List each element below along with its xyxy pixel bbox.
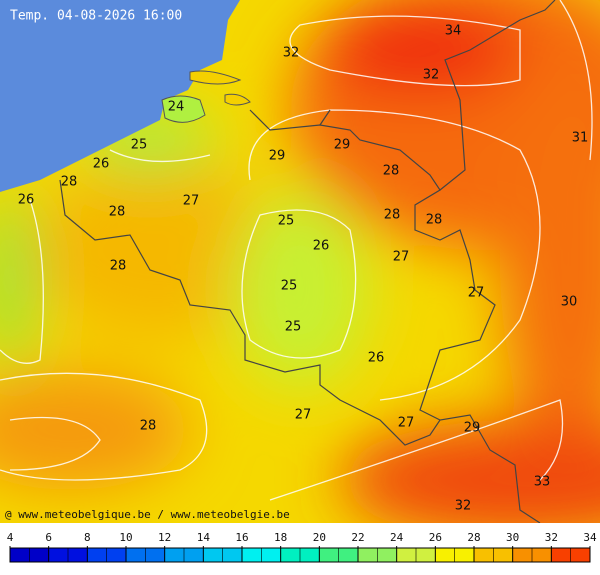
isotherm-label: 28 [109, 205, 126, 220]
isotherm-labels: 34 32 32 24 31 25 29 29 26 28 28 27 26 28 28 28 25 26 27 28… [18, 24, 589, 514]
isotherm-label: 29 [464, 421, 481, 436]
temperature-field [0, 0, 600, 523]
isotherm-label: 29 [334, 138, 351, 153]
colorbar-tick-label: 18 [274, 531, 287, 544]
colorbar: 4 6 8 10 12 14 16 18 20 22 24 26 28 30 32 34 [7, 531, 597, 563]
isotherm-label: 25 [281, 279, 298, 294]
isotherm-label: 34 [445, 24, 462, 39]
isotherm-label: 27 [398, 416, 415, 431]
isotherm-label: 30 [561, 295, 578, 310]
colorbar-tick-label: 30 [506, 531, 519, 544]
isotherm-label: 27 [183, 194, 200, 209]
isotherm-label: 32 [423, 68, 440, 83]
colorbar-tick-label: 20 [313, 531, 326, 544]
map-title: Temp. 04-08-2026 16:00 [10, 9, 182, 24]
colorbar-tick-label: 14 [197, 531, 211, 544]
isotherms [0, 0, 593, 501]
isotherm-label: 27 [468, 286, 485, 301]
isotherm-label: 25 [285, 320, 302, 335]
isotherm-label: 29 [269, 149, 286, 164]
colorbar-tick-label: 24 [390, 531, 404, 544]
isotherm-label: 26 [18, 193, 35, 208]
colorbar-tick-label: 6 [45, 531, 52, 544]
isotherm-label: 28 [61, 175, 78, 190]
colorbar-tick-label: 10 [119, 531, 132, 544]
colorbar-tick-label: 22 [351, 531, 364, 544]
isotherm-label: 31 [572, 131, 589, 146]
isotherm-label: 28 [384, 208, 401, 223]
isotherm-label: 32 [455, 499, 472, 514]
colorbar-tick-label: 28 [467, 531, 480, 544]
isotherm-label: 28 [110, 259, 127, 274]
isotherm-label: 28 [140, 419, 157, 434]
isotherm-label: 26 [368, 351, 385, 366]
isotherm-label: 25 [278, 214, 295, 229]
borders [59, 0, 556, 523]
isotherm-label: 24 [168, 100, 185, 115]
colorbar-tick-label: 8 [84, 531, 91, 544]
isotherm-label: 27 [295, 408, 312, 423]
isotherm-label: 32 [283, 46, 300, 61]
colorbar-tick-label: 32 [545, 531, 558, 544]
credit: @ www.meteobelgique.be / www.meteobelgie… [5, 508, 290, 521]
isotherm-label: 28 [383, 164, 400, 179]
colorbar-tick-label: 34 [583, 531, 597, 544]
colorbar-tick-label: 26 [429, 531, 442, 544]
colorbar-tick-label: 4 [7, 531, 14, 544]
isotherm-label: 27 [393, 250, 410, 265]
isotherm-label: 26 [313, 239, 330, 254]
colorbar-frame [9, 547, 591, 563]
isotherm-label: 25 [131, 138, 148, 153]
colorbar-tick-label: 16 [235, 531, 248, 544]
isotherm-label: 26 [93, 157, 110, 172]
colorbar-tick-label: 12 [158, 531, 171, 544]
isotherm-label: 33 [534, 475, 551, 490]
isotherm-label: 28 [426, 213, 443, 228]
sea [0, 0, 240, 192]
